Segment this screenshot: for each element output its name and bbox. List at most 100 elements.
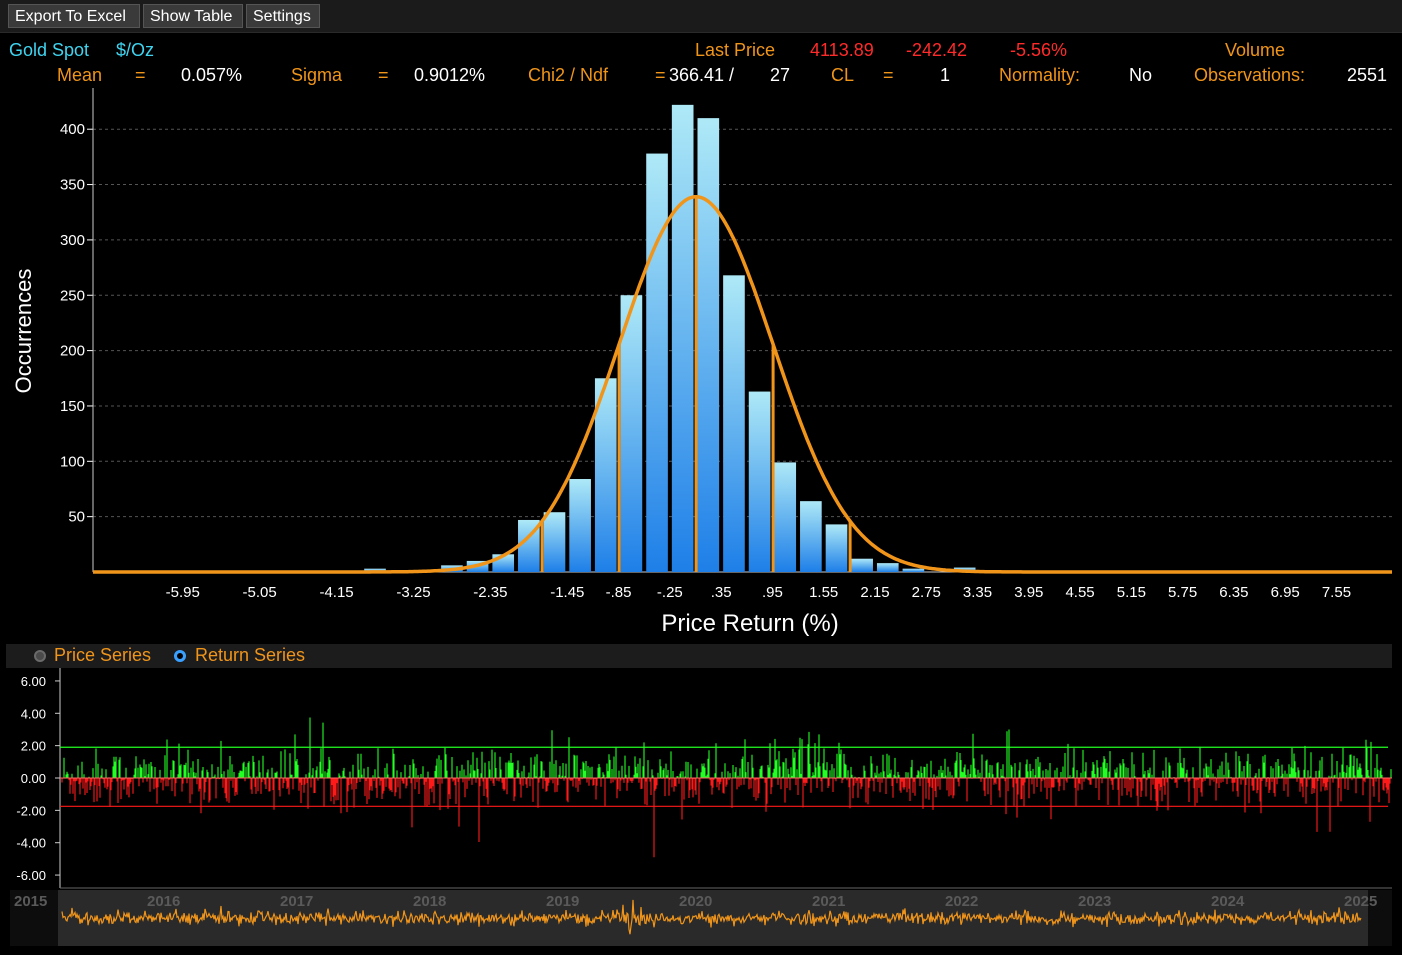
x-tick-label: 6.35 [1219, 584, 1248, 601]
return-series-chart: 6.00 4.00 2.00 0.00 -2.00 -4.00 -6.00 2015 2016 2… [10, 668, 1392, 946]
positive-returns [63, 717, 1392, 778]
sigma-equals: = [378, 65, 389, 85]
chi-ndf-label: Chi2 / Ndf [528, 65, 609, 85]
last-price-label: Last Price [695, 40, 776, 60]
cl-label: CL [831, 65, 855, 85]
x-tick-label: 5.75 [1168, 584, 1197, 601]
histogram-x-axis-title: Price Return (%) [661, 610, 839, 637]
toolbar: Export To Excel Show Table Settings [0, 0, 1402, 33]
histogram-bar [646, 153, 668, 572]
security-name: Gold Spot [9, 40, 90, 60]
return-y-tick-label: 6.00 [21, 674, 46, 689]
y-tick-label: 300 [60, 232, 85, 249]
positive-return-bars [63, 717, 1392, 778]
histogram-bar [825, 524, 848, 572]
navigator-year-label: 2018 [413, 893, 446, 910]
observations-label: Observations: [1194, 65, 1306, 85]
histogram-chart: 50 100 150 200 250 300 350 400 -5.95 -5.05 -4.15 -3… [60, 88, 1392, 601]
histogram-bar [671, 104, 694, 573]
export-to-excel-button[interactable]: Export To Excel [8, 4, 140, 28]
price-change-pct: -5.56% [1010, 40, 1068, 60]
navigator-year-label: 2016 [147, 893, 180, 910]
last-price-value: 4113.89 [810, 40, 874, 60]
x-tick-label: 7.55 [1322, 584, 1351, 601]
sigma-value: 0.9012% [414, 65, 486, 85]
navigator-year-label: 2025 [1344, 893, 1377, 910]
navigator-year-label: 2021 [812, 893, 845, 910]
navigator-year-label: 2023 [1078, 893, 1111, 910]
navigator-year-label: 2022 [945, 893, 978, 910]
settings-button[interactable]: Settings [246, 4, 320, 28]
cl-value: 1 [940, 65, 951, 85]
x-tick-label: 5.15 [1117, 584, 1146, 601]
x-tick-label: 2.15 [860, 584, 889, 601]
navigator-year-label: 2019 [546, 893, 579, 910]
ndf-value: 27 [770, 65, 791, 85]
y-tick-label: 200 [60, 343, 85, 360]
x-tick-label: -.85 [606, 584, 632, 601]
x-tick-label: -4.15 [319, 584, 353, 601]
histogram-bar [876, 563, 899, 572]
x-tick-label: .35 [711, 584, 732, 601]
price-change: -242.42 [906, 40, 968, 60]
normality-label: Normality: [999, 65, 1081, 85]
chi-equals: = [655, 65, 666, 85]
histogram-bar [902, 568, 925, 572]
return-y-tick-label: 2.00 [21, 739, 46, 754]
x-tick-label: 1.55 [809, 584, 838, 601]
observations-value: 2551 [1347, 65, 1388, 85]
negative-returns [61, 778, 1391, 858]
x-tick-label: -1.45 [550, 584, 584, 601]
mean-value: 0.057% [181, 65, 243, 85]
x-tick-label: 6.95 [1271, 584, 1300, 601]
return-y-tick-label: -4.00 [16, 836, 46, 851]
return-series-label[interactable]: Return Series [195, 645, 306, 665]
mean-equals: = [135, 65, 146, 85]
return-y-tick-label: -2.00 [16, 803, 46, 818]
histogram-bar [620, 295, 643, 572]
mean-label: Mean [57, 65, 103, 85]
x-tick-label: 4.55 [1065, 584, 1094, 601]
volume-label: Volume [1225, 40, 1286, 60]
x-tick-label: -.25 [657, 584, 683, 601]
price-series-label[interactable]: Price Series [54, 645, 152, 665]
y-tick-label: 400 [60, 121, 85, 138]
return-y-tick-label: 0.00 [21, 771, 46, 786]
x-tick-label: 2.75 [912, 584, 941, 601]
y-tick-label: 150 [60, 398, 85, 415]
histogram-bar [697, 118, 720, 573]
histogram-bar [800, 501, 822, 572]
y-tick-label: 100 [60, 453, 85, 470]
return-y-tick-label: -6.00 [16, 868, 46, 883]
navigator-year-label: 2024 [1211, 893, 1245, 910]
x-tick-label: .95 [762, 584, 783, 601]
histogram-bar [851, 558, 873, 572]
normality-value: No [1129, 65, 1153, 85]
return-series-radio[interactable] [174, 650, 186, 662]
return-y-tick-label: 4.00 [21, 706, 46, 721]
show-table-button[interactable]: Show Table [143, 4, 243, 28]
y-tick-label: 350 [60, 177, 85, 194]
navigator-year-label: 2015 [14, 893, 47, 910]
navigator-year-label: 2017 [280, 893, 313, 910]
histogram-bar [543, 512, 566, 572]
normal-fit-curve [93, 194, 1392, 574]
navigator-year-label: 2020 [679, 893, 712, 910]
navigator-series-line [61, 899, 1362, 935]
x-tick-label: -3.25 [396, 584, 430, 601]
series-toggle-bar: Price Series Return Series [6, 644, 1392, 668]
histogram-bar [723, 275, 745, 572]
sigma-label: Sigma [291, 65, 343, 85]
price-series-radio[interactable] [34, 650, 46, 662]
y-tick-label: 250 [60, 287, 85, 304]
x-tick-label: 3.35 [963, 584, 992, 601]
histogram-bar [748, 391, 771, 572]
histogram-bar [594, 378, 617, 572]
x-tick-label: 3.95 [1014, 584, 1043, 601]
security-unit: $/Oz [116, 40, 155, 60]
histogram-bar [569, 479, 591, 572]
chi-value: 366.41 / [669, 65, 735, 85]
y-tick-label: 50 [68, 509, 85, 526]
x-tick-label: -5.05 [243, 584, 277, 601]
cl-equals: = [883, 65, 894, 85]
